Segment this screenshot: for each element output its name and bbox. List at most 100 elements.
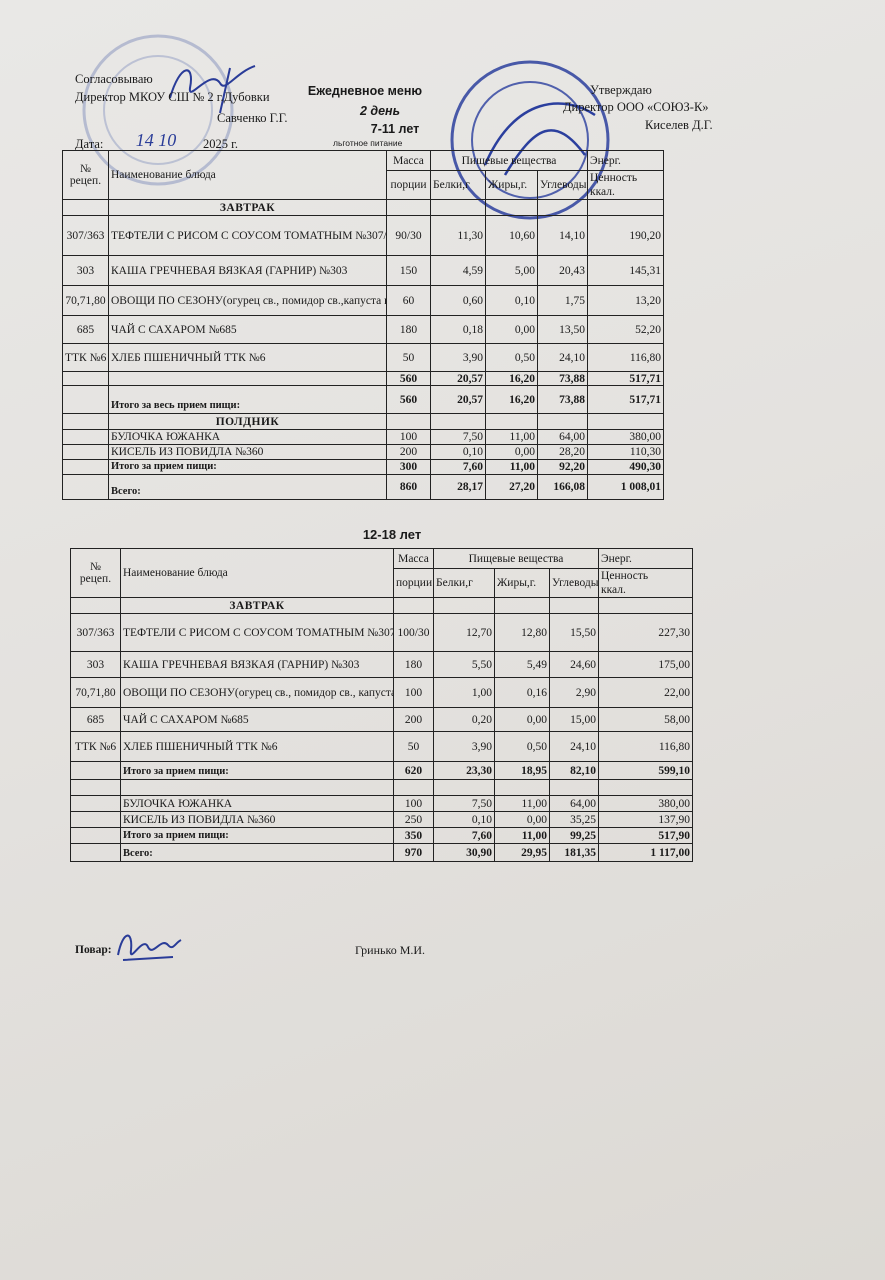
protein-value: 0,10 — [430, 444, 486, 460]
cook-signature-icon — [117, 934, 182, 961]
empty-cell — [393, 597, 434, 614]
carbs-value: 20,43 — [536, 255, 589, 286]
carbs-value: 15,00 — [548, 707, 600, 732]
energy-value: 110,30 — [587, 444, 665, 460]
energy-value: 116,80 — [587, 343, 665, 372]
day-label: 2 день — [359, 104, 401, 118]
portion-mass: 100 — [393, 795, 434, 812]
section-title: ПОЛДНИК — [108, 413, 387, 430]
portion-mass: 860 — [386, 474, 431, 500]
col-nutrients: Пищевые вещества — [429, 150, 589, 171]
carbs-value: 1,75 — [536, 285, 589, 316]
carbs-value: 64,00 — [536, 429, 589, 445]
recipe-number: 685 — [70, 707, 121, 732]
dish-row: БУЛОЧКА ЮЖАНКА 100 7,50 11,00 64,00 380,… — [62, 429, 665, 445]
dish-name: Итого за прием пищи: — [120, 761, 394, 780]
protein-value: 0,10 — [433, 811, 495, 828]
col-energy-label-2: Ценность — [590, 172, 638, 184]
recipe-number — [70, 761, 121, 780]
fat-value: 11,00 — [485, 429, 538, 445]
empty-cell — [494, 597, 550, 614]
table-header-row: порции Белки,г Жиры,г. Углеводы,г Ценнос… — [63, 170, 665, 200]
protein-value: 7,50 — [433, 795, 495, 812]
recipe-number — [70, 795, 121, 812]
energy-value: 58,00 — [598, 707, 694, 732]
fat-value: 5,49 — [494, 651, 550, 678]
col-carbs: Углеводы,г — [548, 568, 600, 598]
protein-value: 20,57 — [430, 371, 486, 386]
protein-value: 12,70 — [433, 613, 495, 652]
approve-left-position: Директор МКОУ СШ № 2 г.Дубовки — [75, 90, 270, 104]
dish-name: КАША ГРЕЧНЕВАЯ ВЯЗКАЯ (ГАРНИР) №303 — [108, 255, 387, 286]
recipe-number — [62, 474, 109, 500]
recipe-number: 307/363 — [62, 215, 109, 256]
dish-row: ТТК №6 ХЛЕБ ПШЕНИЧНЫЙ ТТК №6 50 3,90 0,5… — [62, 343, 665, 372]
approve-right-name: Киселев Д.Г. — [645, 118, 713, 132]
energy-value: 517,71 — [587, 385, 665, 414]
carbs-value: 35,25 — [548, 811, 600, 828]
energy-value: 599,10 — [598, 761, 694, 780]
energy-value: 175,00 — [598, 651, 694, 678]
protein-value: 23,30 — [433, 761, 495, 780]
table-header-row: № рецеп. Наименование блюда Масса Пищевые… — [70, 548, 694, 598]
empty-cell — [393, 779, 434, 796]
dish-name: ТЕФТЕЛИ С РИСОМ С СОУСОМ ТОМАТНЫМ №307/3… — [108, 215, 387, 256]
dish-name — [108, 371, 387, 386]
total-row: Итого за прием пищи: 350 7,60 11,00 99,2… — [70, 827, 694, 844]
protein-value: 0,18 — [430, 315, 486, 344]
energy-value: 116,80 — [598, 731, 694, 762]
col-fat: Жиры,г. — [485, 170, 538, 200]
recipe-number: ТТК №6 — [70, 731, 121, 762]
total-row: Итого за прием пищи: 620 23,30 18,95 82,… — [70, 761, 694, 780]
protein-value: 7,50 — [430, 429, 486, 445]
recipe-number — [70, 827, 121, 844]
dish-row: КИСЕЛЬ ИЗ ПОВИДЛА №360 250 0,10 0,00 35,… — [70, 811, 694, 828]
section-rec-cell — [70, 597, 121, 614]
section-row — [70, 779, 694, 796]
portion-mass: 200 — [386, 444, 431, 460]
portion-mass: 150 — [386, 255, 431, 286]
fat-value: 29,95 — [494, 843, 550, 862]
empty-cell — [386, 199, 431, 216]
portion-mass: 180 — [386, 315, 431, 344]
dish-name: ХЛЕБ ПШЕНИЧНЫЙ ТТК №6 — [120, 731, 394, 762]
empty-cell — [536, 413, 589, 430]
approve-right-position: Директор ООО «СОЮЗ-К» — [563, 100, 709, 114]
empty-cell — [494, 779, 550, 796]
energy-value: 380,00 — [587, 429, 665, 445]
recipe-number: ТТК №6 — [62, 343, 109, 372]
fat-value: 5,00 — [485, 255, 538, 286]
portion-mass: 100 — [386, 429, 431, 445]
carbs-value: 13,50 — [536, 315, 589, 344]
col-fat: Жиры,г. — [494, 568, 550, 598]
recipe-number: 303 — [70, 651, 121, 678]
dish-name: ХЛЕБ ПШЕНИЧНЫЙ ТТК №6 — [108, 343, 387, 372]
section-title: ЗАВТРАК — [120, 597, 394, 614]
section-title — [120, 779, 394, 796]
approve-right-label: Утверждаю — [590, 83, 652, 97]
portion-mass: 250 — [393, 811, 434, 828]
portion-mass: 560 — [386, 371, 431, 386]
dish-name: Всего: — [108, 474, 387, 500]
fat-value: 16,20 — [485, 385, 538, 414]
carbs-value: 14,10 — [536, 215, 589, 256]
section-rec-cell — [62, 413, 109, 430]
total-row: Всего: 970 30,90 29,95 181,35 1 117,00 — [70, 843, 694, 862]
fat-value: 11,00 — [494, 795, 550, 812]
col-mass: Масса — [386, 150, 431, 171]
carbs-value: 28,20 — [536, 444, 589, 460]
approve-left-label: Согласовывaю — [75, 72, 153, 86]
fat-value: 0,00 — [494, 811, 550, 828]
dish-name: ТЕФТЕЛИ С РИСОМ С СОУСОМ ТОМАТНЫМ №307/3… — [120, 613, 394, 652]
energy-value: 227,30 — [598, 613, 694, 652]
energy-value: 1 117,00 — [598, 843, 694, 862]
col-rec-label: № — [80, 163, 91, 175]
total-row: Всего: 860 28,17 27,20 166,08 1 008,01 — [62, 474, 665, 500]
portion-mass: 200 — [393, 707, 434, 732]
col-protein: Белки,г — [430, 170, 486, 200]
energy-value: 1 008,01 — [587, 474, 665, 500]
fat-value: 16,20 — [485, 371, 538, 386]
col-energy-label-3: ккал. — [590, 186, 615, 198]
protein-value: 20,57 — [430, 385, 486, 414]
carbs-value: 181,35 — [548, 843, 600, 862]
